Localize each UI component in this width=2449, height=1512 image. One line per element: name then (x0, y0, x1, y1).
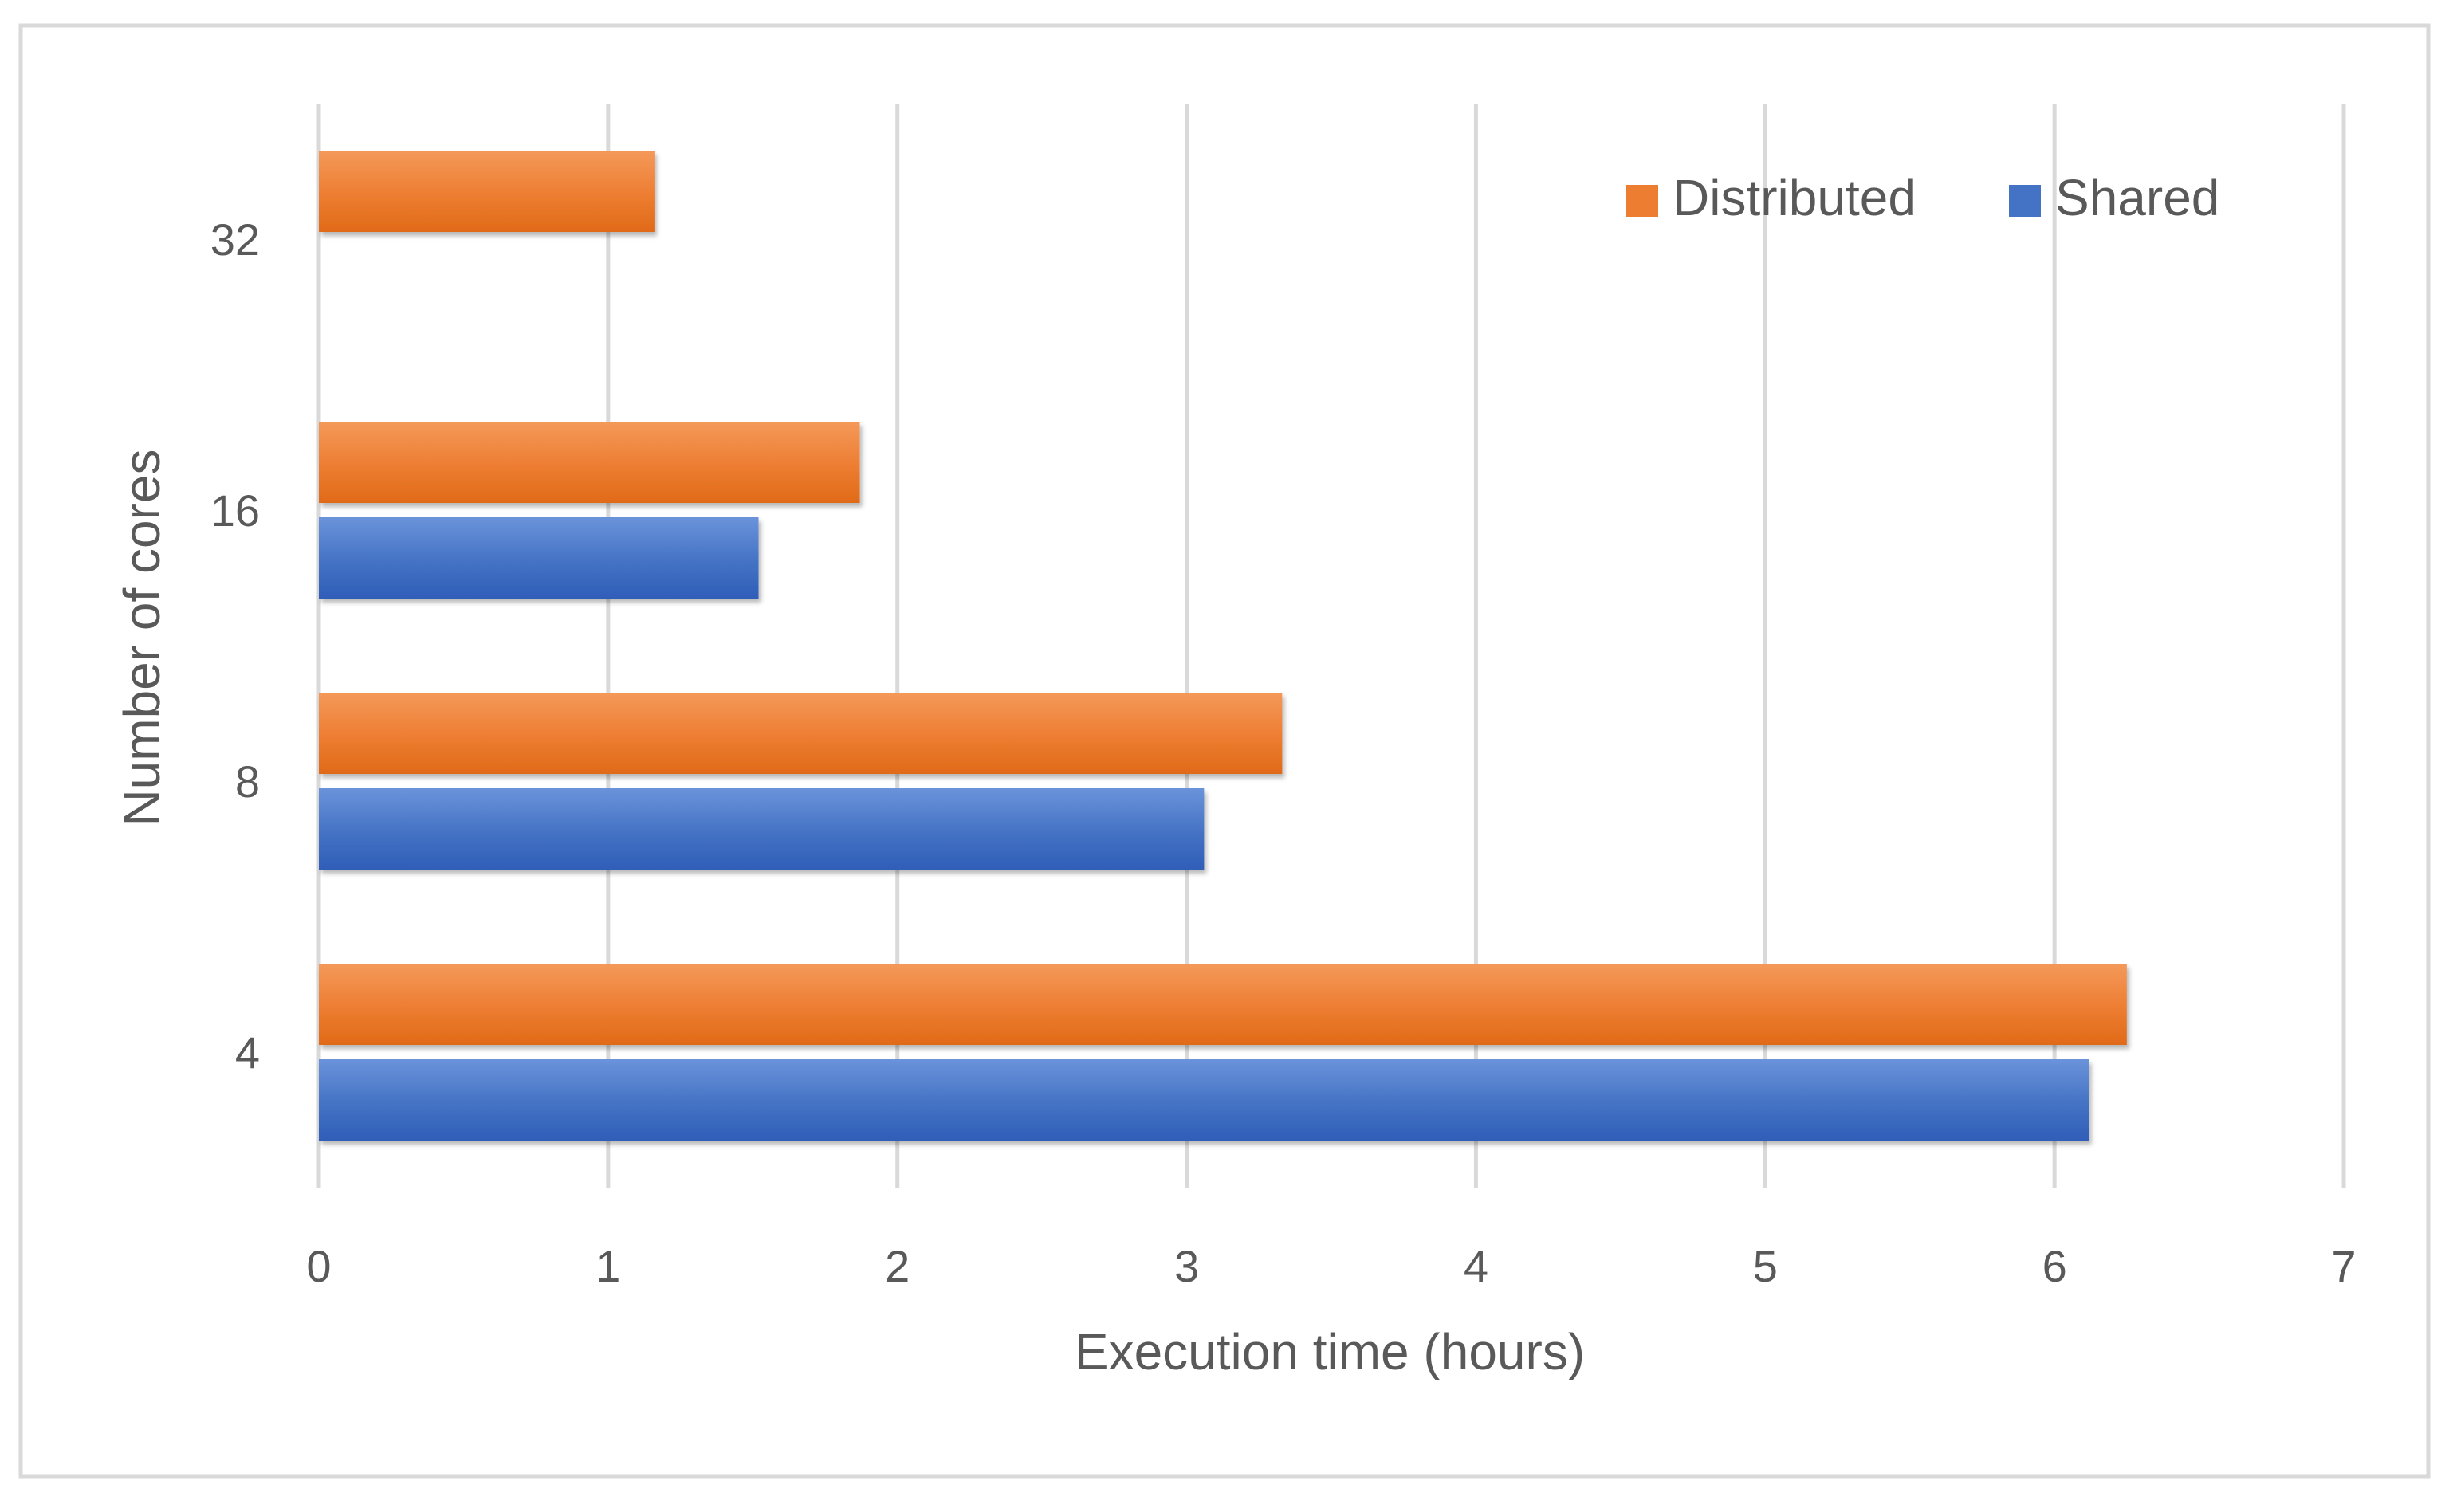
bar-distributed-16-cores (319, 422, 860, 503)
bar-distributed-4-cores (319, 964, 2127, 1045)
bar-shared-16-cores (319, 517, 759, 599)
x-tick-label-3: 3 (1174, 1241, 1199, 1291)
y-axis-ticks: 4 8 16 32 (210, 214, 260, 1078)
bars (319, 151, 2127, 1141)
x-tick-label-7: 7 (2331, 1241, 2356, 1291)
bar-distributed-32-cores (319, 151, 655, 232)
y-axis-title: Number of cores (113, 449, 171, 826)
x-tick-label-0: 0 (306, 1241, 331, 1291)
bar-shared-4-cores (319, 1059, 2089, 1141)
x-tick-label-1: 1 (596, 1241, 620, 1291)
x-axis-title: Execution time (hours) (1075, 1323, 1585, 1380)
x-tick-label-4: 4 (1464, 1241, 1488, 1291)
legend: Distributed Shared (1626, 169, 2219, 226)
legend-swatch-distributed (1626, 185, 1658, 217)
x-tick-label-5: 5 (1753, 1241, 1778, 1291)
y-tick-label-8: 8 (235, 756, 260, 807)
x-tick-label-2: 2 (885, 1241, 910, 1291)
y-tick-label-4: 4 (235, 1027, 260, 1078)
legend-label-distributed: Distributed (1673, 169, 1916, 226)
y-tick-label-32: 32 (210, 214, 260, 265)
legend-label-shared: Shared (2055, 169, 2219, 226)
y-tick-label-16: 16 (210, 485, 260, 536)
bar-shared-8-cores (319, 788, 1205, 870)
bar-distributed-8-cores (319, 693, 1283, 774)
x-tick-label-6: 6 (2042, 1241, 2067, 1291)
x-axis-ticks: 0 1 2 3 4 5 6 7 (306, 1241, 2356, 1291)
legend-swatch-shared (2009, 185, 2041, 217)
